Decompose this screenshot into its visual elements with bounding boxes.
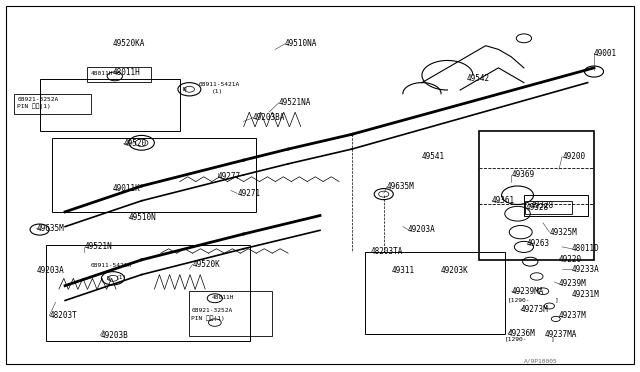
Text: 48011H: 48011H — [91, 71, 113, 76]
Bar — [14, 94, 91, 114]
Text: 08911-5421A: 08911-5421A — [199, 82, 240, 87]
Text: ]: ] — [554, 297, 558, 302]
Text: 49233A: 49233A — [572, 264, 600, 273]
Text: 49203A: 49203A — [36, 266, 64, 275]
Bar — [525, 201, 572, 214]
Text: 48203T: 48203T — [49, 311, 77, 320]
Text: [1290-: [1290- — [508, 297, 531, 302]
Text: 49635M: 49635M — [36, 224, 64, 233]
Text: 49369: 49369 — [511, 170, 534, 179]
Text: 49542: 49542 — [467, 74, 490, 83]
Bar — [479, 131, 594, 260]
Text: 49520K: 49520K — [193, 260, 220, 269]
Text: 49521N: 49521N — [84, 243, 112, 251]
Text: (1): (1) — [212, 89, 223, 94]
Text: 08911-5421A: 08911-5421A — [91, 263, 132, 268]
Text: 49311: 49311 — [392, 266, 415, 275]
Bar — [189, 291, 272, 336]
Text: 48011H: 48011H — [113, 68, 141, 77]
Text: 49239MA: 49239MA — [511, 287, 543, 296]
Text: 49328: 49328 — [526, 202, 549, 212]
Text: 49520: 49520 — [124, 139, 147, 148]
Text: 49510NA: 49510NA — [285, 39, 317, 48]
Text: PIN ビン(1): PIN ビン(1) — [191, 315, 225, 321]
Text: 49220: 49220 — [559, 255, 582, 264]
Text: 48011D: 48011D — [572, 244, 600, 253]
Text: 49361: 49361 — [492, 196, 515, 205]
Text: 49328: 49328 — [531, 201, 554, 210]
Text: 49236M: 49236M — [508, 329, 536, 338]
Text: 49239M: 49239M — [559, 279, 587, 288]
Text: 49200: 49200 — [562, 152, 585, 161]
Text: 49271: 49271 — [237, 189, 260, 198]
Bar — [365, 253, 505, 334]
Text: (1): (1) — [116, 275, 127, 280]
Bar — [46, 245, 250, 341]
Text: 48011H: 48011H — [212, 295, 234, 300]
Text: PIN ビン(1): PIN ビン(1) — [17, 104, 51, 109]
Text: 49635M: 49635M — [387, 182, 415, 191]
Text: 49521NA: 49521NA — [278, 99, 311, 108]
Text: 49011K: 49011K — [113, 185, 141, 193]
Bar — [524, 195, 588, 215]
Text: 48203TA: 48203TA — [371, 247, 403, 256]
Text: 49237M: 49237M — [559, 311, 587, 320]
Text: 49203K: 49203K — [441, 266, 469, 275]
Text: 49520KA: 49520KA — [113, 39, 145, 48]
Text: 49203B: 49203B — [100, 331, 128, 340]
Text: 49237MA: 49237MA — [544, 330, 577, 339]
Text: 08921-3252A: 08921-3252A — [191, 308, 232, 313]
Text: 49510N: 49510N — [129, 213, 157, 222]
Text: 49203BA: 49203BA — [253, 113, 285, 122]
Text: ]: ] — [551, 337, 555, 342]
Text: [1290-: [1290- — [505, 337, 527, 342]
Text: 49263: 49263 — [527, 239, 550, 248]
Text: 49203A: 49203A — [408, 225, 436, 234]
Bar — [88, 67, 151, 81]
Text: 49001: 49001 — [594, 49, 617, 58]
Text: N: N — [183, 87, 187, 92]
Bar — [52, 138, 256, 212]
Text: N: N — [107, 276, 110, 281]
Text: 08921-3252A: 08921-3252A — [17, 97, 59, 102]
Text: 49277: 49277 — [218, 172, 241, 181]
Text: A/9P10005: A/9P10005 — [524, 359, 557, 364]
Text: 49231M: 49231M — [572, 291, 600, 299]
Bar — [40, 79, 180, 131]
Text: 49541: 49541 — [422, 152, 445, 161]
Text: 49273M: 49273M — [521, 305, 548, 314]
Text: 49325M: 49325M — [549, 228, 577, 237]
